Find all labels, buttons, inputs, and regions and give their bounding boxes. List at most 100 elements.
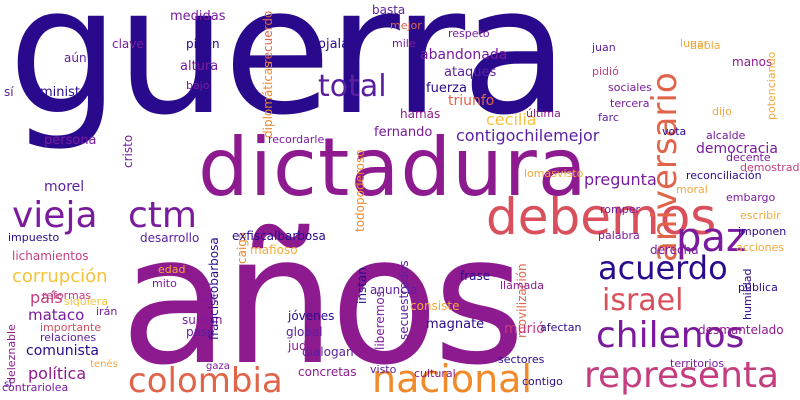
word: impuesto [8, 231, 60, 244]
word: tenés [90, 359, 118, 370]
word: potenciando [765, 51, 778, 120]
word: romper [600, 203, 640, 216]
word: fernando [374, 125, 433, 140]
word: cristo [121, 134, 135, 168]
word: exfiscalbarbosa [232, 229, 326, 243]
word: recordarle [268, 133, 325, 146]
word: llamada [500, 279, 545, 292]
word: piden [186, 37, 220, 51]
word: anuncia [370, 283, 418, 297]
word: cultural [414, 367, 456, 380]
word: sí [4, 85, 14, 99]
word: deleznable [5, 324, 18, 384]
word: diplomáticas [261, 61, 275, 138]
word: colombia [128, 361, 283, 400]
word: irán [96, 305, 118, 318]
word: comunista [26, 343, 99, 359]
word: persona [44, 133, 97, 148]
word: lomasvisto [524, 167, 584, 180]
word: dialogan [302, 345, 354, 359]
word: recuerdo [261, 10, 275, 64]
word: global [286, 325, 323, 339]
word: jóvenes [288, 309, 335, 323]
word: gaza [206, 361, 230, 372]
word: embargo [726, 191, 776, 204]
word: ctm [128, 195, 197, 236]
word: palabra [598, 229, 640, 242]
word: reformas [42, 289, 92, 302]
word: pase [186, 325, 215, 339]
word: franciscobarbosa [207, 237, 221, 340]
word: ojalá [318, 37, 350, 52]
word: política [28, 364, 87, 383]
word: todopoderoso [353, 149, 367, 232]
word: cecilia [486, 110, 537, 129]
word: país [30, 288, 63, 307]
word: tercera [610, 97, 650, 110]
word: visto [370, 363, 397, 376]
word: derecha [650, 243, 699, 257]
word: clave [112, 37, 144, 51]
word: israel [602, 283, 684, 318]
word: moral [676, 183, 708, 196]
word: imponen [738, 225, 787, 238]
word: aún [64, 51, 87, 65]
word: magnate [426, 317, 485, 332]
word: lichamientos [12, 249, 89, 263]
word: secuestrados [397, 260, 411, 340]
word: consiste [410, 299, 460, 313]
word: pública [738, 281, 778, 294]
word: importante [40, 321, 102, 334]
word: dictadura [198, 121, 588, 214]
word: debemos [486, 188, 717, 246]
word: ministro [40, 85, 94, 100]
word: acuerdo [598, 249, 728, 287]
word: sectores [498, 353, 545, 366]
word: manos [732, 55, 773, 69]
word: demostrado [740, 161, 800, 174]
word: nacional [372, 357, 532, 400]
word: basta [372, 3, 406, 17]
word: contrariolea [2, 381, 69, 394]
word: mejor [390, 19, 422, 32]
word: medidas [170, 9, 226, 24]
word: relaciones [40, 331, 97, 344]
word: edad [158, 263, 186, 276]
word: morel [44, 179, 85, 195]
word: última [526, 107, 561, 120]
word: suman [182, 313, 223, 327]
word: guerra [8, 0, 569, 154]
word: bajo [186, 79, 210, 92]
word: vota [662, 125, 687, 138]
word: juan [592, 41, 616, 54]
word: siquiera [64, 295, 108, 308]
word: chilenos [596, 315, 745, 356]
word: liberemos [373, 290, 387, 350]
word: sociales [608, 81, 652, 94]
word: triunfo [448, 93, 495, 109]
word: concretas [298, 365, 357, 379]
word: acciones [736, 241, 785, 254]
word: mataco [28, 306, 85, 324]
word: desmantelado [698, 323, 784, 337]
word: mafioso [250, 243, 298, 257]
word: corrupción [12, 266, 108, 287]
word: abandonada [420, 47, 508, 63]
word: hamás [400, 107, 441, 121]
word: democracia [696, 141, 778, 157]
word: años [120, 197, 526, 400]
word: murió [504, 321, 545, 337]
word: representa [584, 355, 780, 396]
word: judío [288, 339, 318, 353]
word: territorios [670, 357, 725, 370]
word: paz [676, 215, 747, 261]
word: aniversario [645, 72, 685, 262]
word: reconciliación [686, 169, 762, 182]
word: contigo [522, 375, 563, 388]
word: alcalde [706, 129, 746, 142]
word: si [4, 379, 12, 390]
word: habla [690, 39, 721, 52]
word: frase [460, 269, 491, 283]
word: lugar [680, 37, 709, 50]
